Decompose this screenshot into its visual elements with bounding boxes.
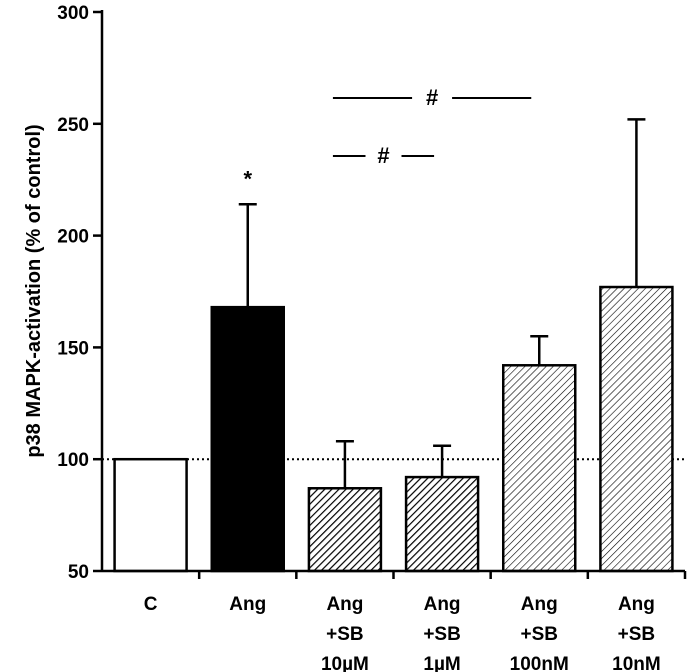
error-bars-layer [238,118,646,489]
significance-hash-1: # [426,85,438,110]
significance-star: * [243,166,252,191]
bar-1 [210,305,285,573]
labels-layer: 50 100 150 200 250 300 C Ang Ang +SB 10µM Ang +SB 1µM… [57,3,660,672]
significance-hash-0: # [377,143,389,168]
category-label-3-2: 1µM [423,654,460,672]
y-tick-label-150: 150 [57,338,89,359]
category-label-2-0: Ang [326,594,363,615]
category-label-5-0: Ang [618,594,655,615]
category-label-5-2: 10nM [612,654,661,672]
category-label-2-1: +SB [326,624,364,645]
category-label-4-2: 100nM [510,654,569,672]
y-tick-label-250: 250 [57,115,89,136]
category-label-1-0: Ang [229,594,266,615]
bars-layer [113,285,674,573]
bar-3 [404,475,480,573]
category-label-4-1: +SB [521,624,559,645]
bar-5 [599,285,674,573]
category-label-3-1: +SB [423,624,461,645]
category-label-2-2: 10µM [321,654,369,672]
y-axis-title: p38 MAPK-activation (% of control) [23,124,45,457]
y-tick-label-100: 100 [57,450,89,471]
y-tick-label-300: 300 [57,3,89,24]
y-tick-label-200: 200 [57,227,89,248]
bar-2 [307,487,383,573]
category-label-3-0: Ang [424,594,461,615]
bar-0 [113,457,188,573]
annotations-layer: * # # [243,85,532,191]
category-label-0-0: C [144,594,158,615]
category-label-4-0: Ang [521,594,558,615]
axes-layer [93,10,687,579]
bar-4 [502,364,577,573]
category-label-5-1: +SB [618,624,656,645]
y-tick-label-50: 50 [68,562,89,583]
